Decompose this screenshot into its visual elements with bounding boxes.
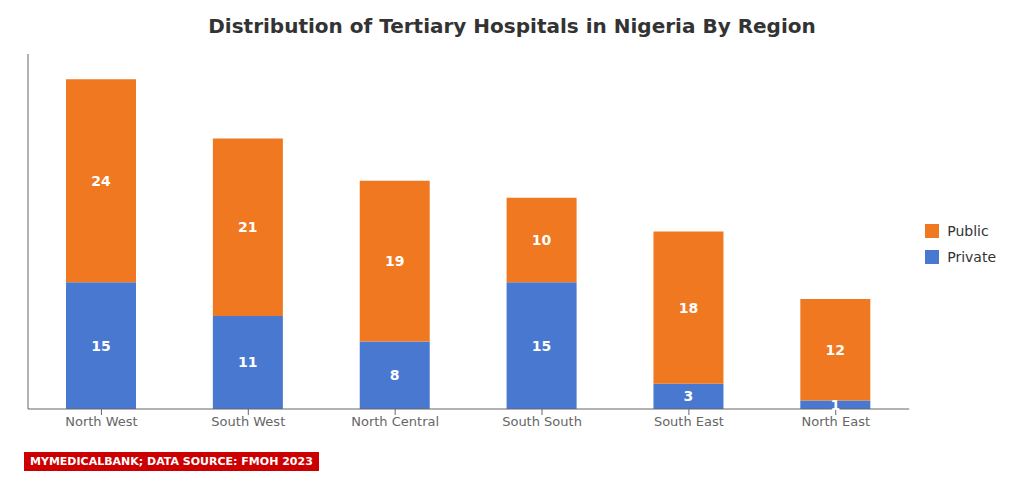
svg-text:South South: South South: [502, 414, 582, 429]
html-text:Distribution of Tertiary Hospi: Distribution of Tertiary Hospitals in Ni…: [208, 14, 816, 38]
svg-text:8: 8: [390, 367, 400, 383]
svg-text:11: 11: [238, 354, 257, 370]
svg-text:18: 18: [679, 300, 698, 316]
svg-text:15: 15: [532, 338, 551, 354]
svg-text:12: 12: [826, 342, 845, 358]
html-text:Public: Public: [947, 223, 989, 239]
svg-text:North East: North East: [801, 414, 870, 429]
svg-text:South East: South East: [654, 414, 724, 429]
svg-text:3: 3: [684, 388, 694, 404]
html-text:MYMEDICALBANK; DATA SOURCE: FM: MYMEDICALBANK; DATA SOURCE: FMOH 2023: [30, 455, 313, 468]
svg-text:19: 19: [385, 253, 404, 269]
svg-text:10: 10: [532, 232, 552, 248]
svg-text:21: 21: [238, 219, 257, 235]
html-text:Private: Private: [947, 249, 996, 265]
svg-text:North Central: North Central: [351, 414, 439, 429]
svg-text:24: 24: [91, 173, 111, 189]
svg-text:North West: North West: [65, 414, 137, 429]
svg-text:1: 1: [830, 397, 840, 413]
svg-text:15: 15: [91, 338, 110, 354]
svg-text:South West: South West: [211, 414, 285, 429]
